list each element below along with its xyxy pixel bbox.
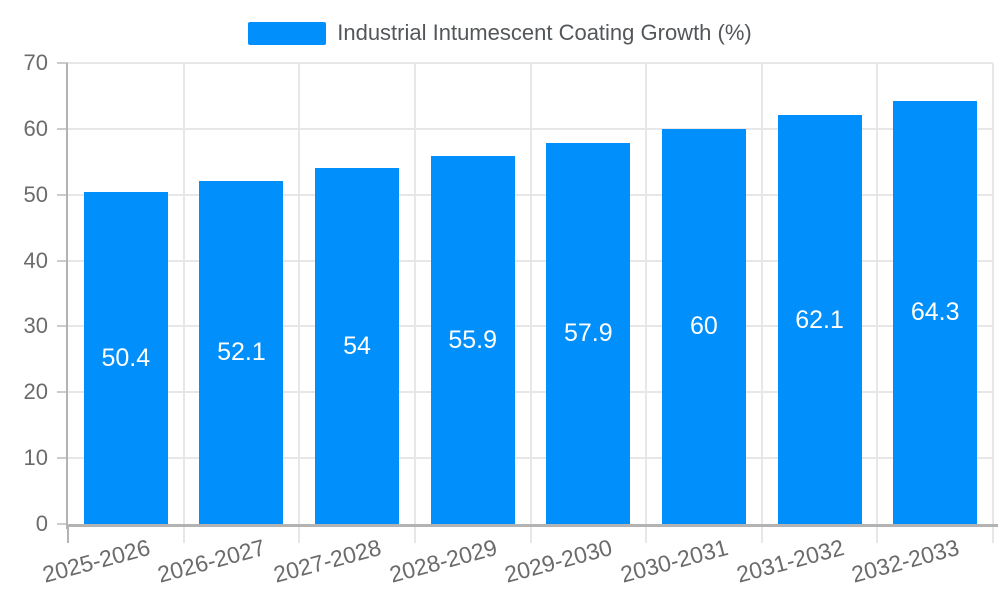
bar[interactable] <box>315 168 400 524</box>
x-grid-line <box>876 63 879 524</box>
x-tick-mark <box>413 524 416 543</box>
y-tick-label: 50 <box>23 181 48 207</box>
y-tick-label: 20 <box>23 379 48 405</box>
x-tick-mark <box>529 524 532 543</box>
x-tick-label: 2030-2031 <box>617 534 731 588</box>
y-axis-line <box>66 63 68 529</box>
x-tick-label: 2032-2033 <box>848 534 962 588</box>
x-grid-line <box>992 63 994 524</box>
x-grid-line <box>529 63 532 524</box>
x-tick-label: 2028-2029 <box>386 534 500 588</box>
y-tick-label: 60 <box>23 115 48 141</box>
x-tick-label: 2025-2026 <box>39 534 153 588</box>
x-grid-line <box>182 63 185 524</box>
y-tick-label: 40 <box>23 247 48 273</box>
bar[interactable] <box>546 142 631 524</box>
bar-value-label: 64.3 <box>910 298 960 327</box>
y-tick-mark <box>57 325 68 328</box>
bar-value-label: 62.1 <box>795 305 844 334</box>
y-tick-mark <box>57 391 68 394</box>
y-tick-mark <box>57 259 68 262</box>
y-tick-mark <box>57 62 68 64</box>
x-tick-label: 2027-2028 <box>270 534 384 588</box>
bar[interactable] <box>661 128 746 524</box>
bar-value-label: 60 <box>690 312 718 341</box>
bar-value-label: 52.1 <box>217 338 266 367</box>
x-tick-mark <box>298 524 301 543</box>
bar[interactable] <box>430 155 515 524</box>
y-tick-mark <box>57 193 68 196</box>
y-tick-label: 0 <box>35 511 48 536</box>
legend-swatch <box>248 21 327 45</box>
x-grid-line <box>298 63 301 524</box>
y-tick-mark <box>57 457 68 460</box>
legend-item[interactable]: Industrial Intumescent Coating Growth (%… <box>0 19 1000 47</box>
x-tick-mark <box>876 524 879 543</box>
x-grid-line <box>645 63 648 524</box>
x-tick-mark <box>182 524 185 543</box>
y-tick-mark <box>57 523 68 525</box>
x-tick-mark <box>67 524 69 543</box>
bar[interactable] <box>83 192 168 524</box>
x-tick-label: 2026-2027 <box>155 534 269 588</box>
x-grid-line <box>413 63 416 524</box>
x-tick-mark <box>992 524 994 543</box>
bar-value-label: 55.9 <box>448 325 498 354</box>
y-tick-label: 30 <box>23 313 48 339</box>
bar-value-label: 50.4 <box>101 344 151 373</box>
y-tick-label: 10 <box>23 445 48 471</box>
x-grid-line <box>760 63 763 524</box>
y-tick-label: 70 <box>23 50 48 75</box>
bar-value-label: 54 <box>343 332 371 361</box>
bar[interactable] <box>199 180 284 524</box>
x-tick-mark <box>760 524 763 543</box>
bar-value-label: 57.9 <box>563 319 613 348</box>
x-tick-label: 2031-2032 <box>733 534 847 588</box>
x-axis-line <box>68 524 998 527</box>
x-tick-mark <box>645 524 648 543</box>
bar[interactable] <box>777 115 862 524</box>
y-tick-mark <box>57 127 68 130</box>
legend-label: Industrial Intumescent Coating Growth (%… <box>337 20 752 45</box>
x-tick-label: 2029-2030 <box>502 534 616 588</box>
bar[interactable] <box>893 100 978 524</box>
